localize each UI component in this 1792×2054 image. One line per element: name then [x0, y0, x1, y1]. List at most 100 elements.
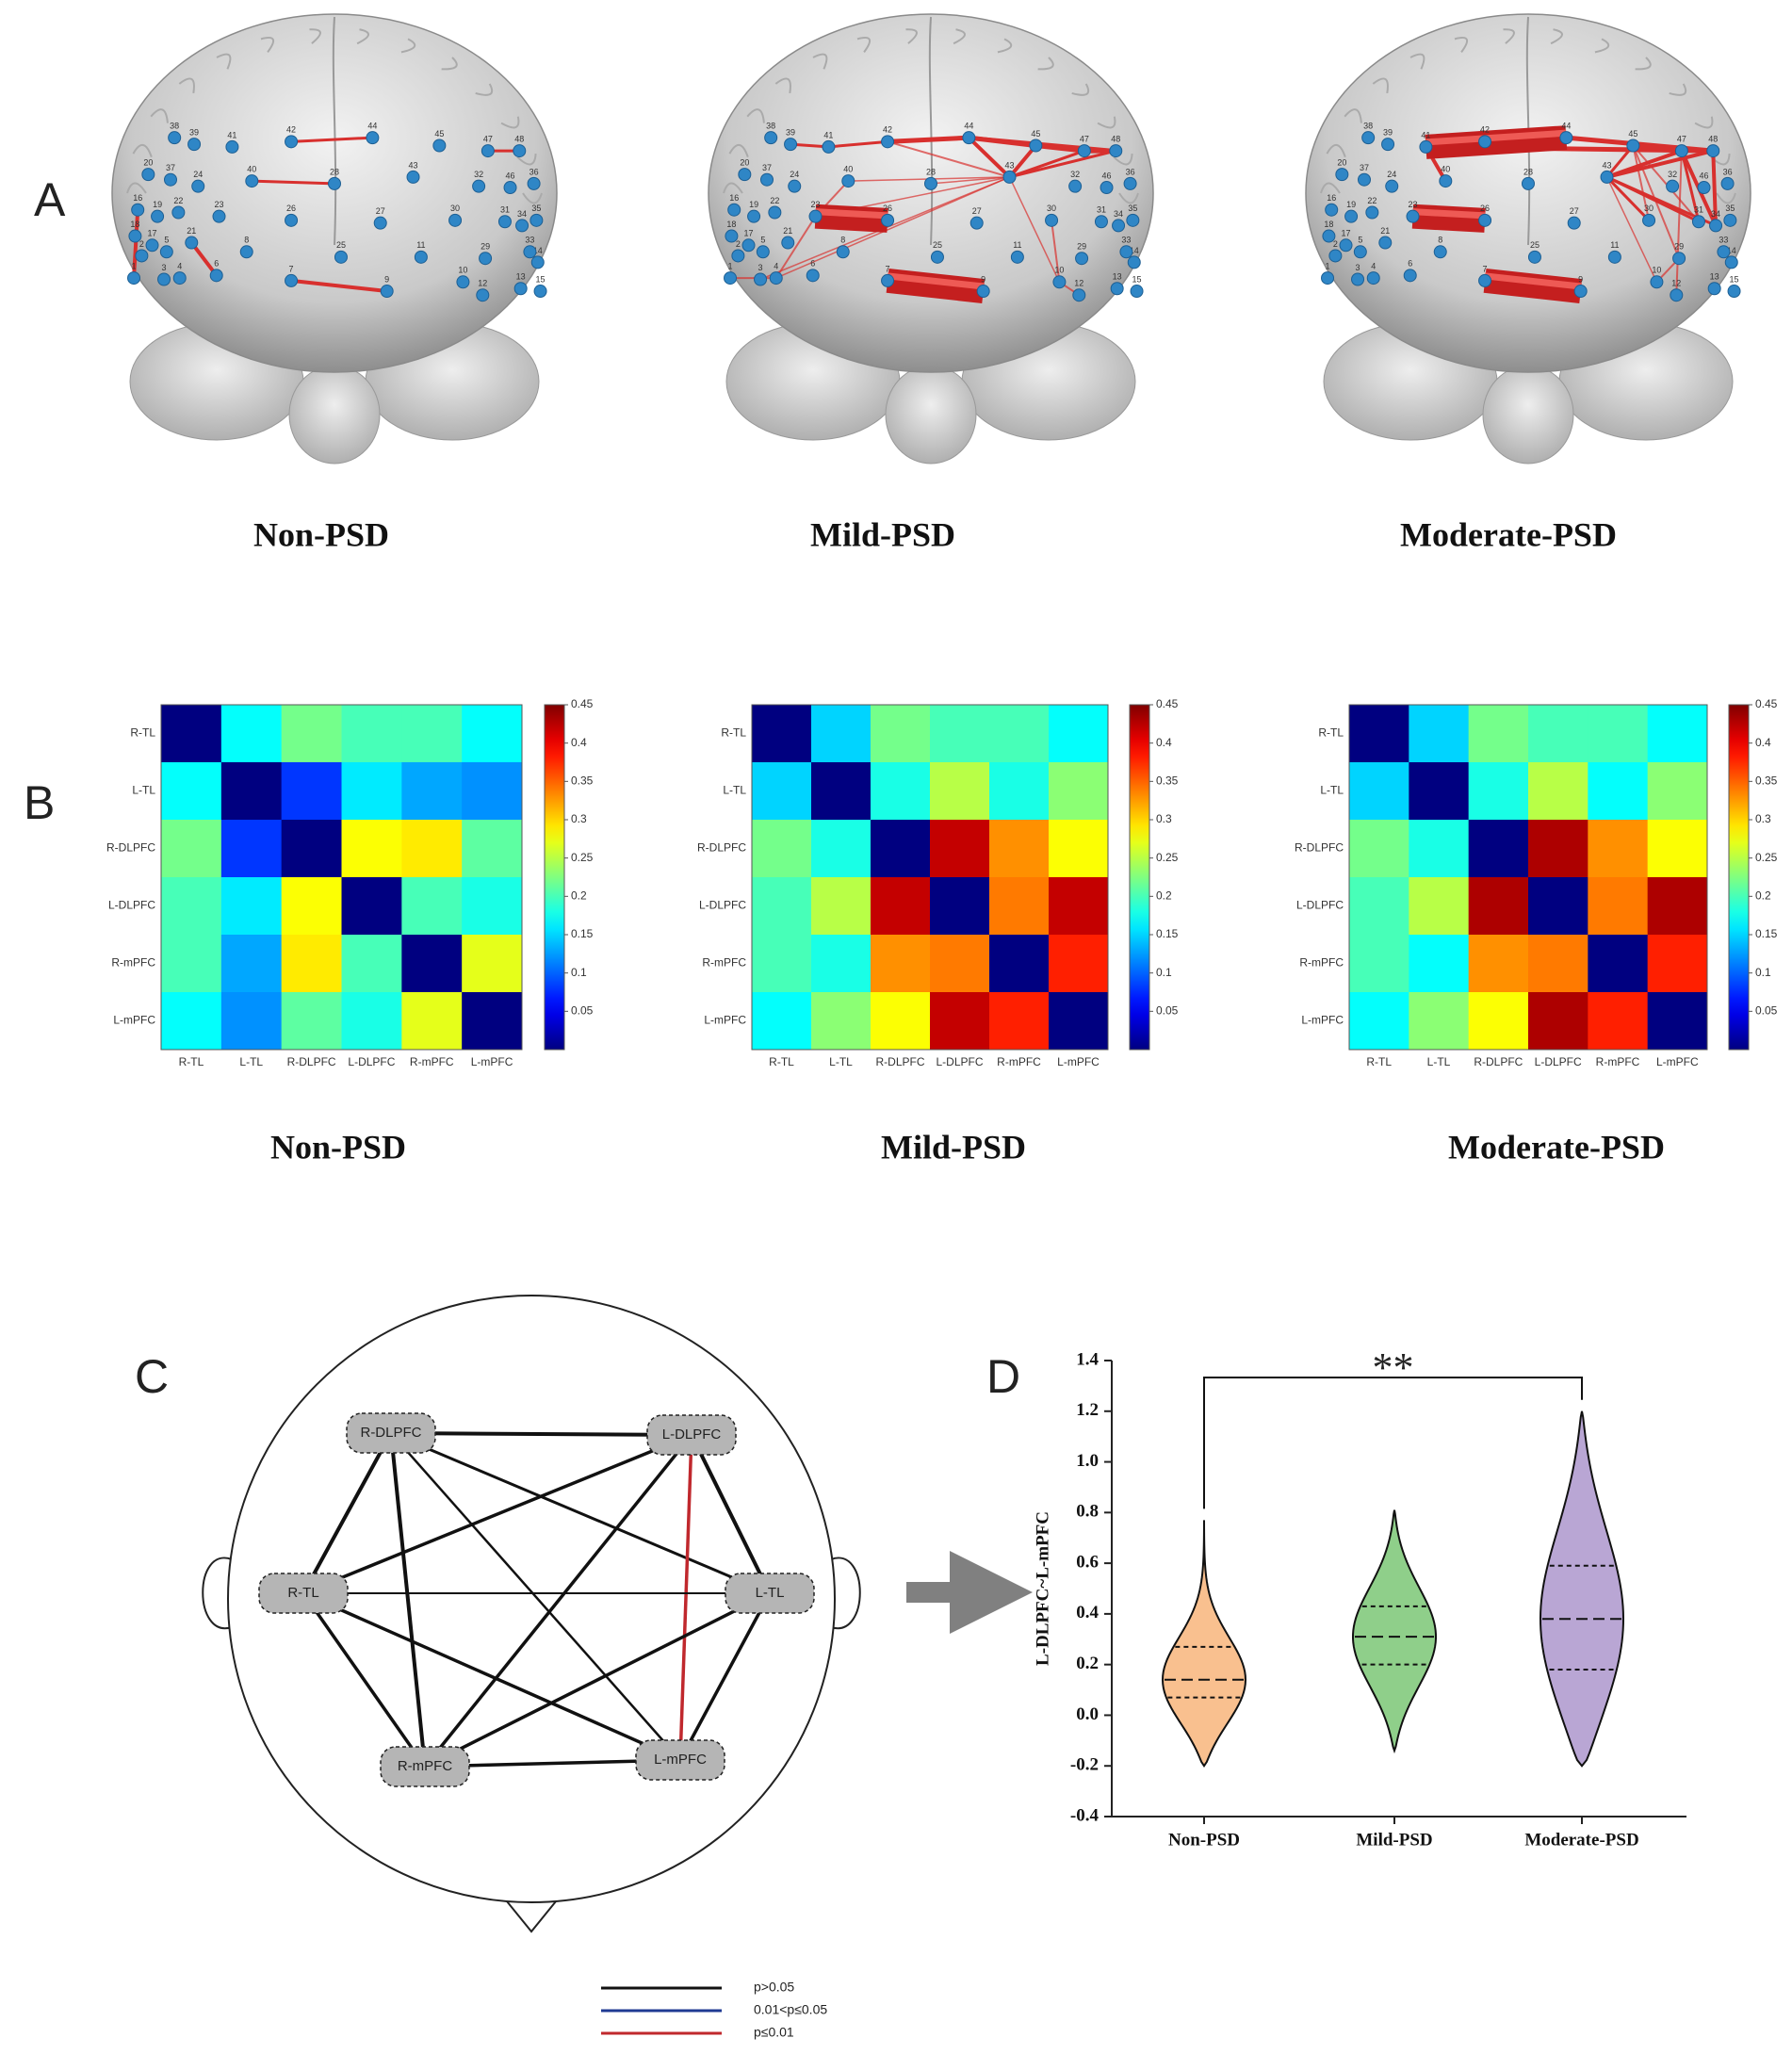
channel-label: 44 [1561, 122, 1571, 131]
channel [366, 131, 380, 145]
channel-label: 43 [1005, 160, 1015, 170]
channel [1672, 252, 1686, 266]
channel-label: 4 [177, 261, 182, 270]
heatmap-frame [160, 704, 523, 1051]
connection [1009, 149, 1116, 179]
channel-label: 45 [1031, 129, 1040, 139]
connection [189, 241, 219, 277]
channel-label: 36 [1126, 167, 1135, 176]
edge [301, 1591, 427, 1769]
colorbar-tick-label: 0.25 [1755, 851, 1778, 864]
gyrus [500, 116, 520, 129]
heat-cell [871, 820, 931, 878]
channel [1670, 288, 1684, 302]
x-tick-label: L-DLPFC [936, 1055, 983, 1068]
connection-tube [1483, 268, 1583, 303]
channel [1727, 285, 1741, 299]
heat-cell [1349, 877, 1409, 936]
node-label: R-mPFC [398, 1758, 452, 1774]
legend-label: p≤0.01 [754, 2025, 794, 2040]
legend-label: p>0.05 [754, 1980, 794, 1995]
channel-label: 35 [1128, 204, 1137, 213]
channel [1321, 271, 1335, 285]
colorbar-tick-label: 0.25 [571, 851, 594, 864]
gyrus [1113, 154, 1133, 166]
gyrus [216, 53, 232, 70]
gyrus [441, 57, 458, 71]
gyrus [522, 192, 543, 204]
cerebrum [1305, 13, 1751, 373]
channel-label: 15 [1730, 274, 1739, 284]
channel [1077, 144, 1091, 158]
edge [302, 1433, 692, 1595]
heat-cell [401, 877, 463, 936]
x-tick-label: R-TL [769, 1055, 794, 1068]
channel [754, 272, 768, 286]
channel-label: 8 [840, 236, 845, 245]
colorbar-tick-label: 0.1 [1755, 966, 1771, 979]
y-tick-label: L-mPFC [113, 1014, 155, 1027]
channel-label: 33 [1121, 236, 1131, 245]
channel [724, 271, 738, 285]
heat-cell [752, 877, 812, 936]
gyrus [1669, 83, 1687, 96]
colorbar-tick-label: 0.05 [571, 1004, 594, 1018]
channel-label: 20 [740, 158, 749, 168]
channel [1353, 245, 1367, 259]
channel-label: 6 [810, 259, 815, 269]
channel [1433, 245, 1447, 259]
caption: Non-PSD [270, 1128, 406, 1166]
connection [1632, 145, 1681, 259]
channel-label: 34 [1114, 209, 1123, 219]
channel [225, 139, 239, 154]
channel [145, 238, 159, 253]
y-tick-label: R-TL [130, 726, 155, 740]
channel [768, 205, 782, 220]
channel [1109, 144, 1123, 158]
channel-label: 27 [1570, 206, 1579, 216]
heat-cell [220, 992, 283, 1051]
channel-label: 32 [1668, 170, 1677, 179]
y-tick-label: R-mPFC [702, 956, 746, 970]
heat-cell [1647, 820, 1708, 878]
channel-label: 42 [286, 125, 296, 135]
channel [924, 176, 937, 190]
node-label: L-DLPFC [662, 1426, 722, 1443]
channel [976, 285, 990, 299]
heat-cell [220, 762, 283, 821]
connection [930, 176, 1010, 185]
heatmap-frame [751, 704, 1109, 1051]
heat-cell [1528, 935, 1588, 993]
y-tick-label: R-DLPFC [697, 841, 746, 855]
channel-label: 5 [760, 236, 765, 245]
y-tick-label: 1.0 [1076, 1451, 1099, 1471]
connection-tube [814, 204, 888, 233]
colorbar-tick-label: 0.05 [1156, 1004, 1179, 1018]
heat-cell [1049, 877, 1109, 936]
gyrus [126, 182, 147, 194]
colorbar-tick-label: 0.2 [1156, 889, 1172, 903]
channel [962, 131, 976, 145]
channel [784, 138, 798, 152]
edge [389, 1432, 427, 1768]
channel-label: 8 [244, 236, 249, 245]
heat-cell [989, 705, 1050, 763]
colorbar-tick-label: 0.45 [1156, 697, 1179, 710]
channel [1358, 172, 1371, 187]
heat-cell [1468, 820, 1529, 878]
channel [1403, 269, 1417, 283]
channel-label: 46 [1700, 171, 1709, 180]
colorbar-tick-label: 0.35 [1755, 774, 1778, 788]
gyrus [1118, 192, 1139, 204]
heat-cell [1647, 762, 1708, 821]
channel-label: 48 [1708, 134, 1718, 143]
channel [1119, 245, 1133, 259]
channel-label: 43 [409, 160, 418, 170]
channel [172, 271, 187, 285]
channel-label: 28 [1523, 167, 1533, 176]
channel-label: 37 [762, 163, 772, 172]
gyrus [1326, 143, 1346, 158]
gyrus [132, 143, 153, 158]
gyrus [1594, 38, 1610, 54]
channel-label: 6 [214, 259, 219, 269]
